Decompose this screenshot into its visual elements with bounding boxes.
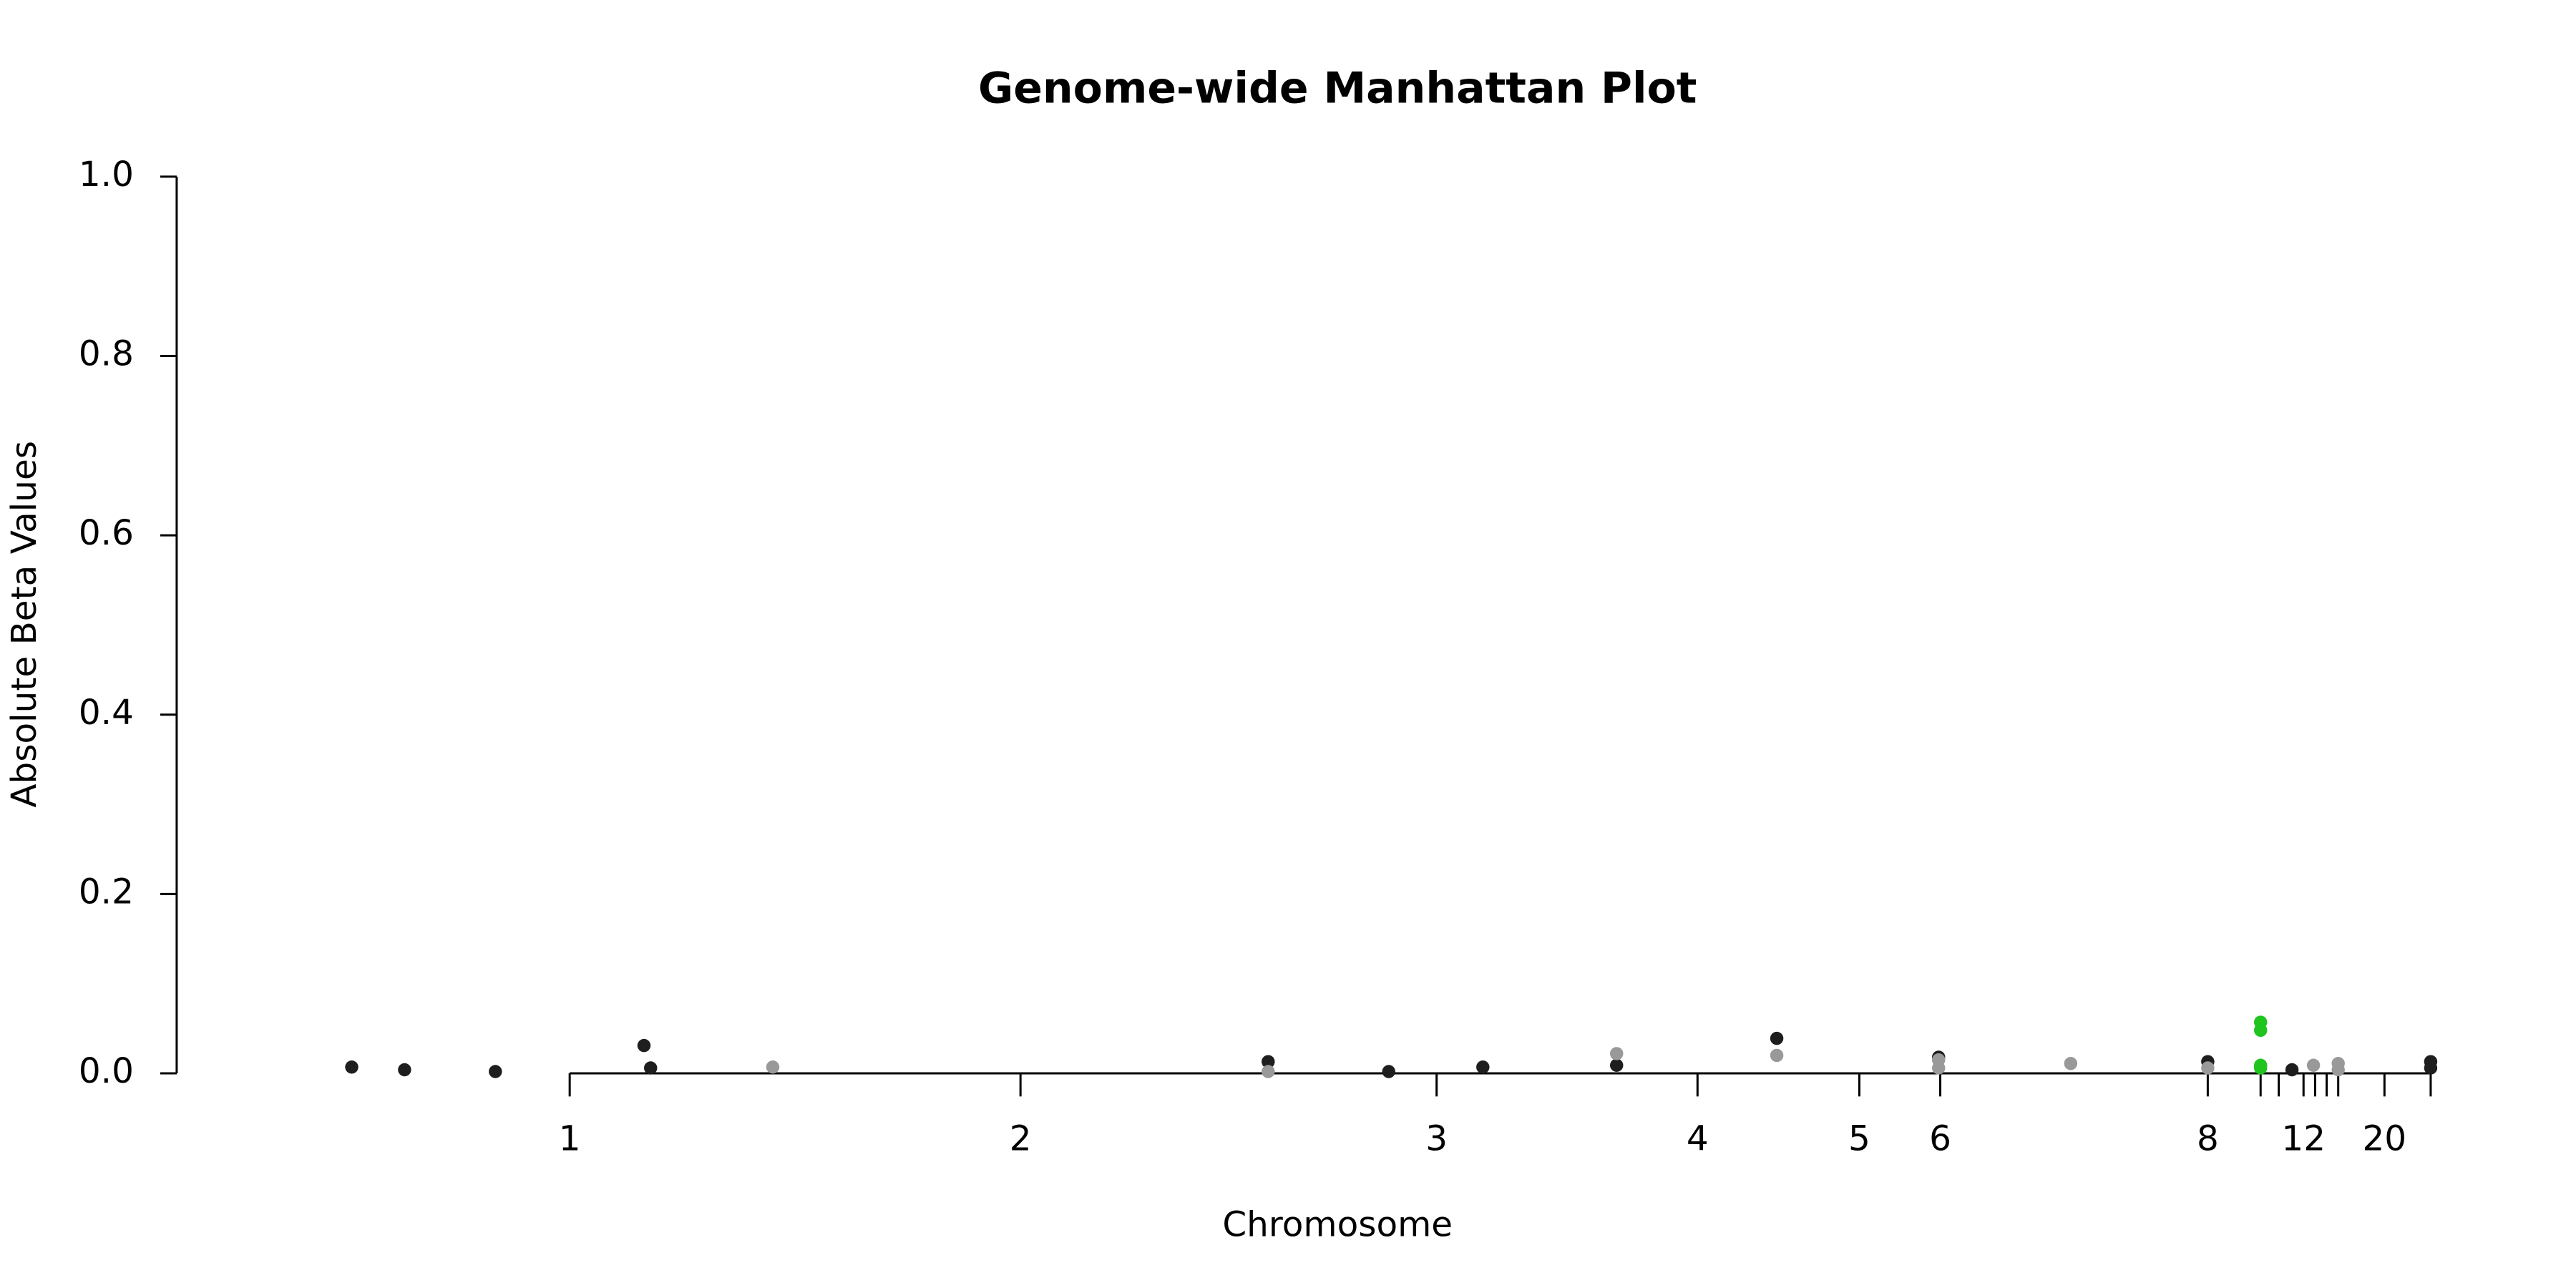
x-tick-label: 8 [2197, 1119, 2219, 1159]
point [1610, 1047, 1624, 1060]
point [1476, 1060, 1490, 1074]
x-tick-label: 1 [559, 1119, 581, 1159]
point [1610, 1058, 1624, 1072]
point [1262, 1055, 1275, 1068]
point [637, 1038, 651, 1053]
x-axis-label: Chromosome [1222, 1205, 1453, 1245]
point [2306, 1058, 2321, 1072]
point [2254, 1023, 2268, 1038]
chart-title: Genome-wide Manhattan Plot [978, 64, 1697, 114]
y-tick-label: 0.4 [79, 693, 134, 733]
point [1932, 1061, 1946, 1075]
point [2064, 1056, 2078, 1070]
x-tick-label: 4 [1687, 1119, 1709, 1159]
point [2285, 1063, 2299, 1077]
point [489, 1065, 502, 1078]
x-tick-label: 3 [1425, 1119, 1448, 1159]
y-axis-label: Absolute Beta Values [4, 441, 44, 808]
x-tick-label: 5 [1848, 1119, 1870, 1159]
point [398, 1063, 411, 1077]
x-tick-label: 6 [1929, 1119, 1951, 1159]
point [1770, 1031, 1784, 1045]
point [2424, 1061, 2438, 1075]
x-tick-label: 12 [2281, 1119, 2326, 1159]
point [766, 1060, 780, 1074]
point [345, 1060, 358, 1074]
point [2201, 1061, 2215, 1075]
x-tick-label: 20 [2362, 1119, 2406, 1159]
y-tick-label: 0.6 [79, 513, 134, 553]
y-tick-label: 0.0 [79, 1051, 134, 1091]
y-tick-label: 0.2 [79, 872, 134, 912]
point [644, 1061, 658, 1075]
x-tick-label: 2 [1010, 1119, 1032, 1159]
y-tick-label: 1.0 [79, 155, 134, 195]
point [1262, 1065, 1275, 1078]
y-tick-label: 0.8 [79, 334, 134, 374]
point [1770, 1048, 1784, 1063]
point [1382, 1065, 1395, 1078]
point [2254, 1061, 2268, 1075]
point [2331, 1063, 2345, 1077]
